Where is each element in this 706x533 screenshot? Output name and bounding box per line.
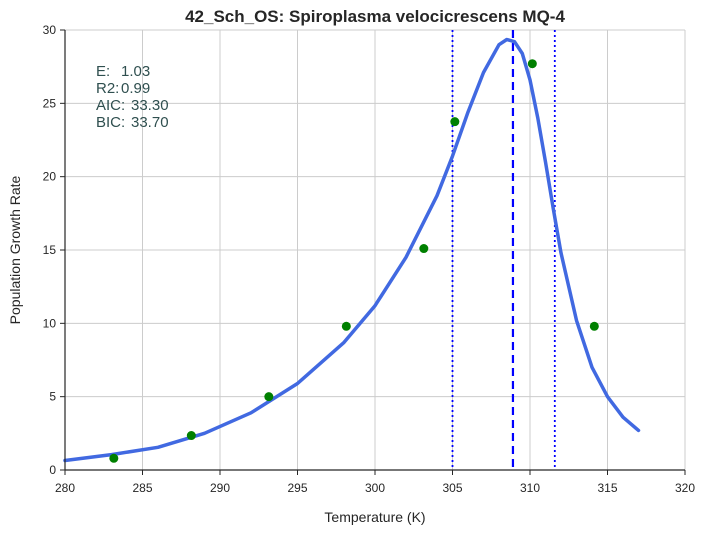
data-point — [341, 321, 351, 331]
y-tick-label: 30 — [43, 23, 57, 37]
x-axis-label: Temperature (K) — [324, 509, 425, 525]
fit-curve — [63, 37, 641, 463]
x-tick-label: 290 — [210, 481, 230, 495]
x-tick-label: 280 — [55, 481, 75, 495]
chart-title: 42_Sch_OS: Spiroplasma velocicrescens MQ… — [185, 7, 565, 26]
stat-value: 0.99 — [121, 80, 150, 97]
stat-label: E: — [96, 63, 110, 80]
reference-lines — [451, 30, 556, 470]
data-point — [450, 117, 460, 127]
y-tick-label: 25 — [43, 96, 57, 110]
y-tick-label: 0 — [49, 463, 56, 477]
stat-value: 33.70 — [131, 114, 169, 131]
data-point — [186, 431, 196, 441]
stat-value: 33.30 — [131, 97, 169, 114]
y-ticks: 0 5 10 15 20 25 30 — [43, 23, 65, 477]
data-point — [527, 59, 537, 69]
x-tick-label: 320 — [675, 481, 695, 495]
data-points — [109, 59, 599, 463]
x-ticks: 280 285 290 295 300 305 310 315 320 — [55, 470, 695, 495]
stat-value: 1.03 — [121, 63, 150, 80]
data-point — [589, 321, 599, 331]
x-tick-label: 295 — [287, 481, 307, 495]
y-tick-label: 10 — [43, 316, 57, 330]
stat-label: BIC: — [96, 114, 125, 131]
stat-label: AIC: — [96, 97, 125, 114]
x-tick-label: 315 — [597, 481, 617, 495]
data-point — [264, 392, 274, 402]
x-tick-label: 310 — [520, 481, 540, 495]
y-axis-label: Population Growth Rate — [7, 175, 23, 324]
y-tick-label: 20 — [43, 170, 57, 184]
data-point — [419, 244, 429, 254]
x-tick-label: 285 — [132, 481, 152, 495]
y-tick-label: 15 — [43, 243, 57, 257]
stat-label: R2: — [96, 80, 119, 97]
data-point — [109, 453, 119, 463]
x-tick-label: 305 — [442, 481, 462, 495]
y-tick-label: 5 — [49, 390, 56, 404]
x-tick-label: 300 — [365, 481, 385, 495]
